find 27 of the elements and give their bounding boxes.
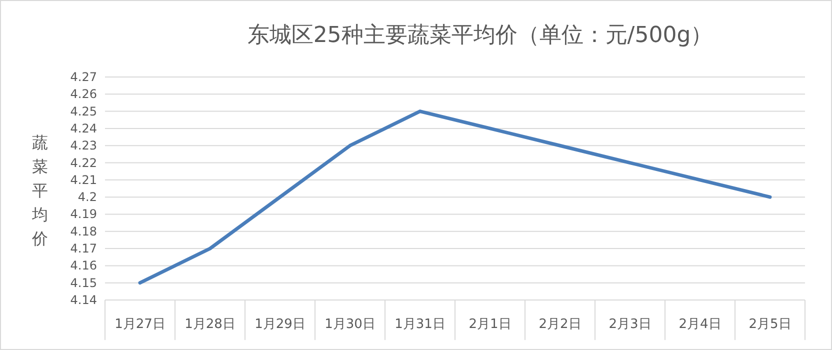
y-tick-label: 4.16 [70, 258, 97, 273]
y-tick-label: 4.26 [70, 87, 97, 102]
y-tick-label: 4.27 [70, 70, 97, 84]
y-tick-label: 4.21 [70, 172, 97, 187]
x-tick-label: 2月1日 [468, 317, 512, 332]
y-tick-label: 4.18 [70, 224, 97, 238]
y-tick-label: 4.15 [70, 276, 97, 290]
y-axis-title: 蔬菜平均价 [31, 133, 48, 248]
y-tick-label: 4.24 [70, 121, 97, 136]
y-tick-label: 4.19 [70, 207, 97, 222]
x-tick-label: 2月4日 [678, 317, 722, 332]
x-tick-label: 2月3日 [608, 317, 652, 332]
y-tick-label: 4.23 [70, 138, 97, 153]
x-tick-label: 1月28日 [184, 317, 236, 332]
x-tick-label: 2月5日 [748, 317, 792, 332]
x-tick-label: 1月29日 [254, 317, 306, 332]
y-tick-label: 4.2 [78, 190, 97, 204]
x-tick-label: 1月31日 [394, 317, 446, 332]
chart-title: 东城区25种主要蔬菜平均价（单位：元/500g） [247, 23, 713, 48]
line-series [138, 110, 772, 285]
x-tick-label: 1月27日 [114, 317, 166, 332]
x-tick-label: 1月30日 [324, 317, 376, 332]
x-tick-label: 2月2日 [538, 317, 582, 332]
y-tick-label: 4.22 [70, 156, 97, 170]
y-tick-label: 4.17 [70, 242, 97, 256]
y-tick-label: 4.25 [70, 104, 97, 118]
y-tick-label: 4.14 [70, 293, 97, 307]
